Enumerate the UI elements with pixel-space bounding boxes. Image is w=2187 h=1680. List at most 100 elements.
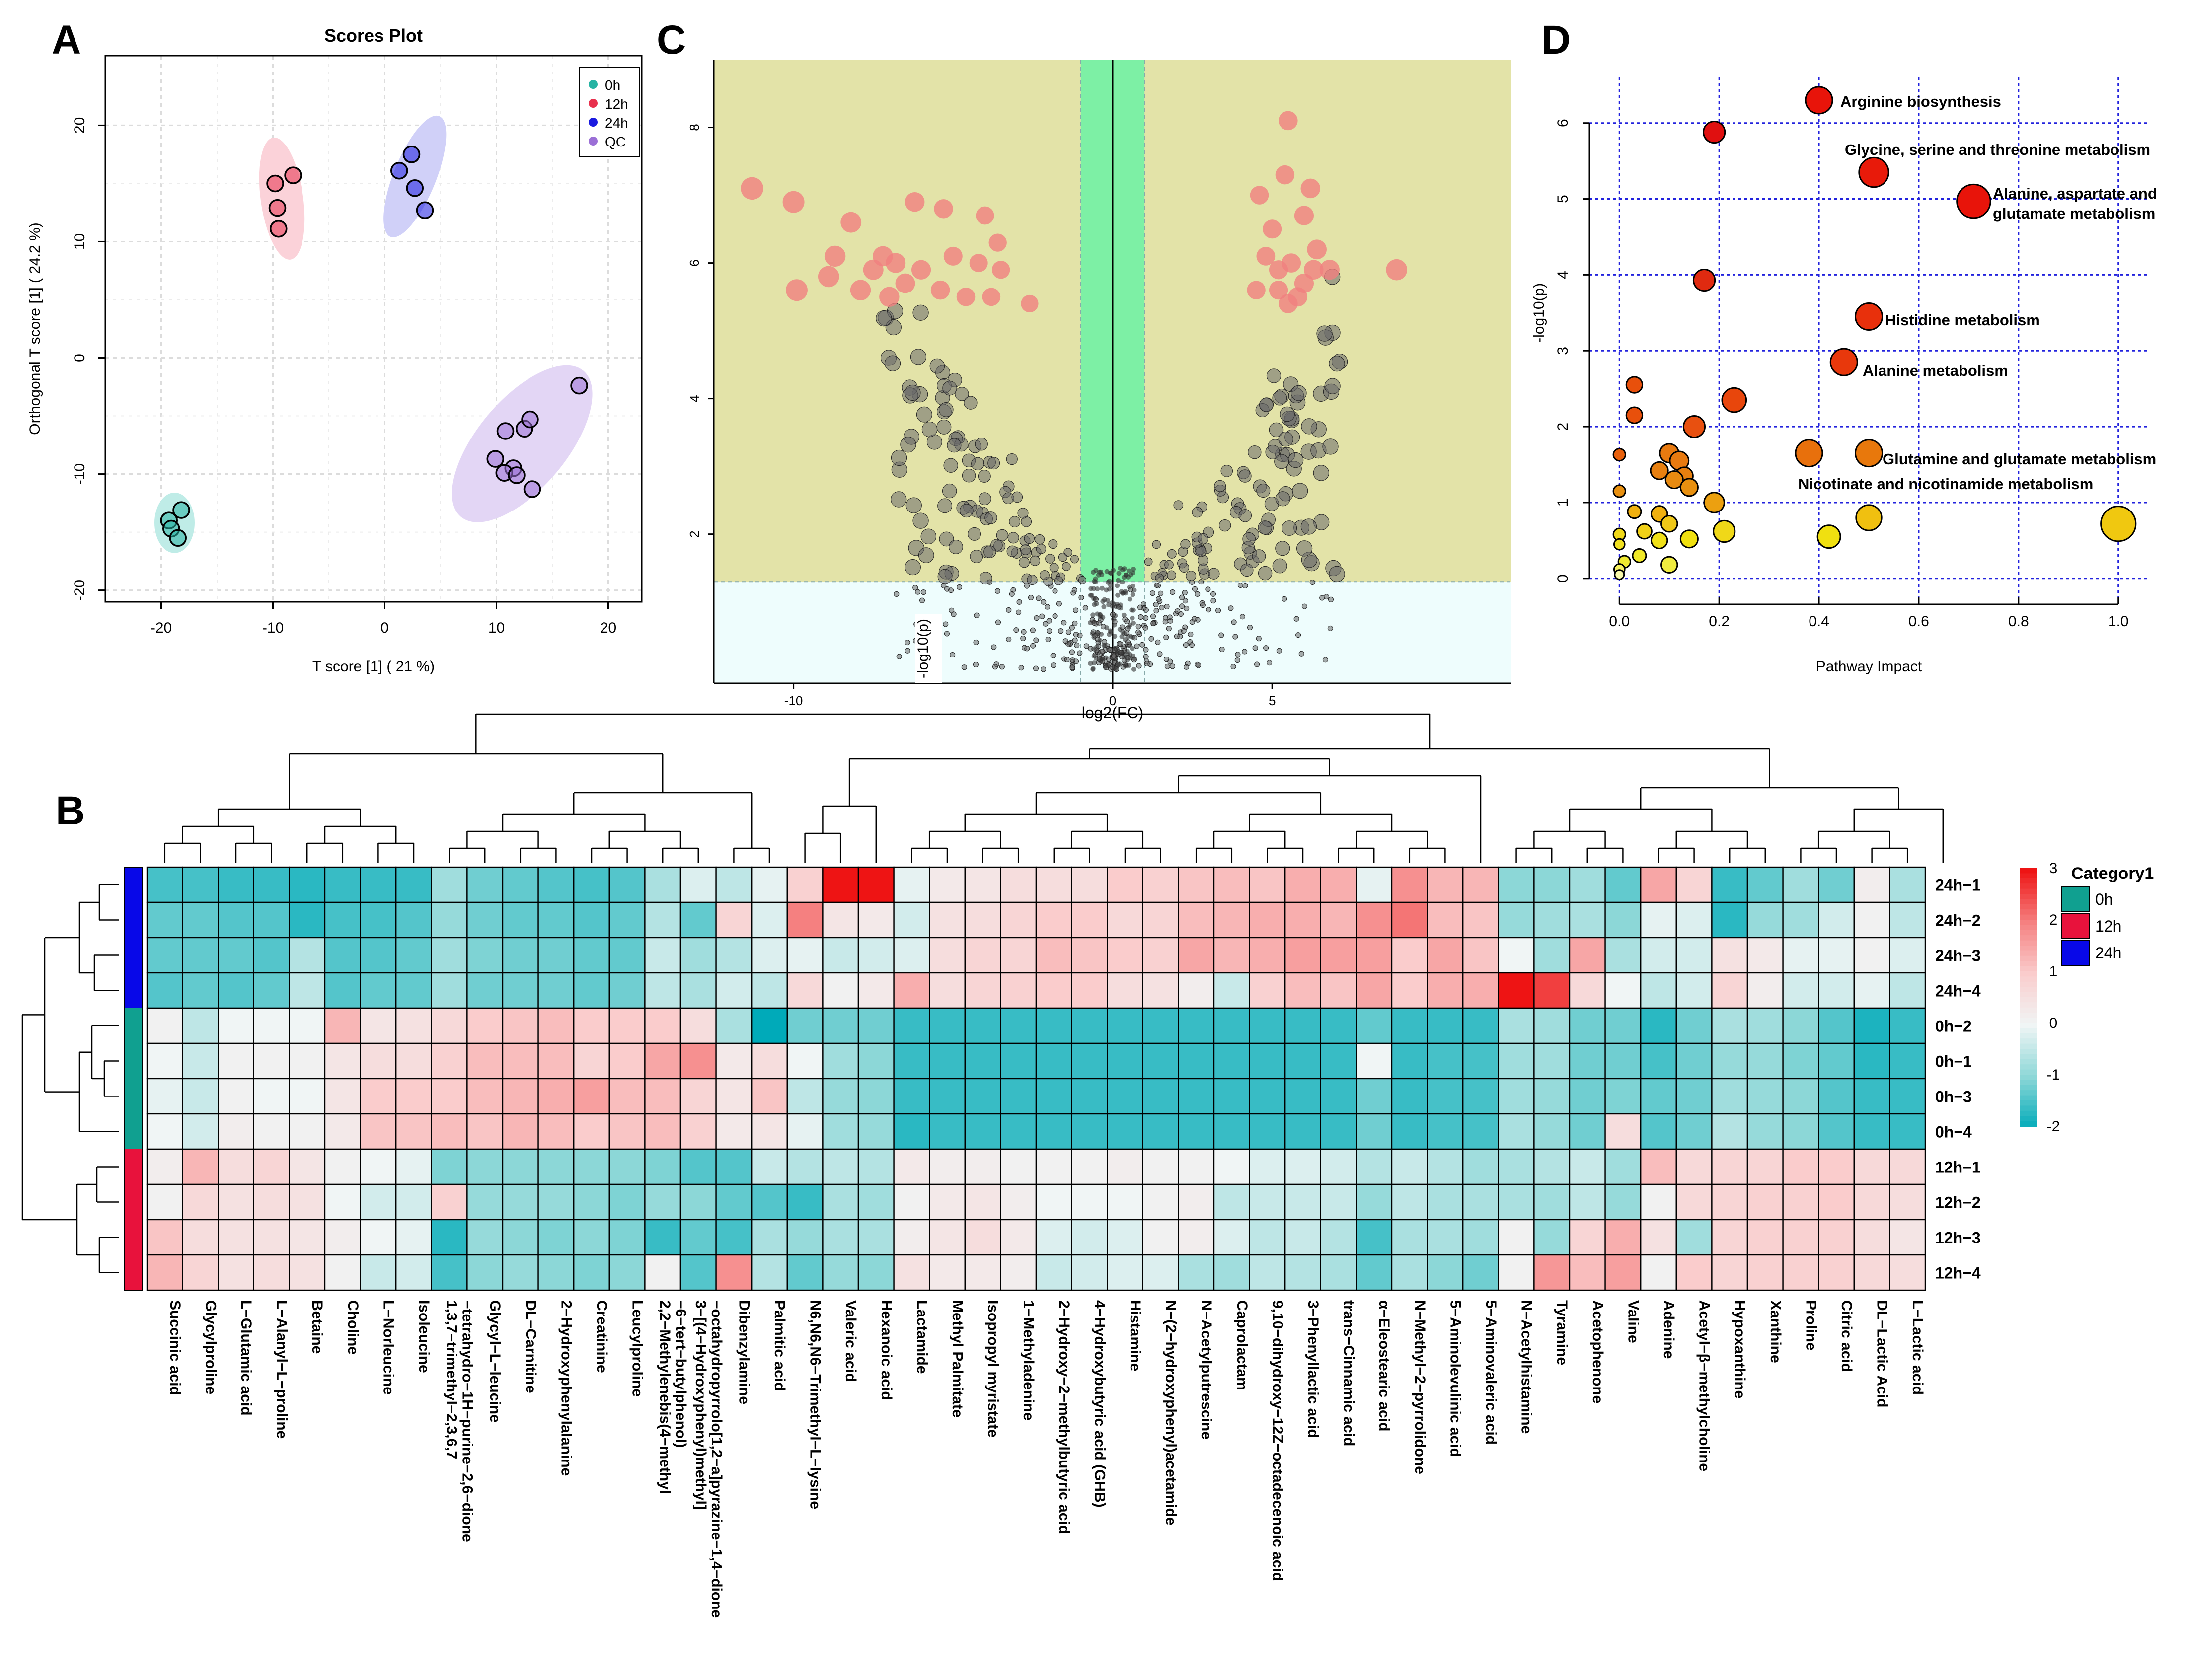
nonsig-point (1208, 568, 1220, 580)
nonsig-point (1130, 615, 1135, 621)
heatmap-cell (893, 937, 930, 974)
legend-marker (589, 118, 598, 127)
nonsig-point (1220, 465, 1233, 477)
color-scale-step (2020, 1069, 2037, 1075)
nonsig-point (1122, 655, 1127, 660)
heatmap-cell (644, 1042, 681, 1080)
chart-title: Scores Plot (324, 25, 423, 46)
pathway-bubble (1816, 524, 1841, 549)
nonsig-point (1118, 641, 1124, 647)
heatmap-cell (964, 901, 1001, 939)
heatmap-cell (431, 1078, 468, 1115)
nonsig-point (1115, 662, 1120, 668)
significant-point (1256, 247, 1276, 266)
nonsig-point (1214, 480, 1226, 492)
nonsig-point (905, 384, 921, 401)
heatmap-cell (1817, 866, 1855, 903)
heatmap-cell (964, 1254, 1001, 1291)
column-label: 2,2−Methylenebis(4−methyl (657, 1300, 673, 1494)
heatmap-cell (679, 1113, 717, 1150)
heatmap-cell (1533, 1007, 1571, 1044)
heatmap-cell (466, 1219, 504, 1256)
nonsig-point (1235, 652, 1241, 657)
point-24h (402, 146, 421, 163)
heatmap-cell (786, 937, 824, 974)
significant-point (824, 245, 846, 267)
nonsig-point (1136, 663, 1142, 669)
heatmap-cell (431, 1254, 468, 1291)
nonsig-point (1155, 639, 1161, 645)
x-tick-label: 10 (488, 620, 505, 636)
nonsig-point (1275, 491, 1290, 507)
heatmap-cell (1356, 1078, 1393, 1115)
heatmap-cell (324, 1007, 361, 1044)
nonsig-point (1298, 651, 1304, 657)
heatmap-cell (573, 1042, 610, 1080)
significant-point (988, 233, 1007, 252)
pathway-bubble (1660, 556, 1678, 574)
nonsig-point (1006, 607, 1012, 613)
heatmap-cell (182, 1148, 219, 1185)
nonsig-point (1121, 612, 1127, 618)
nonsig-point (942, 483, 957, 499)
heatmap-cell (644, 866, 681, 903)
nonsig-point (1184, 605, 1190, 611)
nonsig-point (1144, 557, 1153, 566)
column-label: trans−Cinnamic acid (1341, 1300, 1357, 1446)
nonsig-point (1324, 378, 1341, 394)
x-axis-label: log2(FC) (1082, 704, 1143, 722)
nonsig-point (1196, 662, 1202, 668)
heatmap-cell (964, 1148, 1001, 1185)
row-label: 24h−3 (1935, 947, 1981, 965)
x-tick-label: 0.4 (1809, 613, 1829, 630)
nonsig-point (1143, 615, 1149, 621)
column-label: Adenine (1660, 1300, 1677, 1359)
heatmap-cell (964, 1219, 1001, 1256)
nonsig-point (943, 621, 949, 627)
nonsig-point (964, 396, 978, 410)
column-label: Creatinine (594, 1300, 610, 1373)
heatmap-cell (857, 866, 895, 903)
legend-marker (589, 80, 598, 89)
heatmap-cell (1640, 1183, 1677, 1221)
heatmap-cell (608, 972, 646, 1009)
heatmap-cell (1142, 1113, 1179, 1150)
nonsig-point (1256, 483, 1271, 498)
nonsig-point (1006, 453, 1018, 465)
heatmap-cell (1356, 866, 1393, 903)
heatmap-cell (1746, 972, 1784, 1009)
panel-label-c: C (657, 17, 686, 63)
nonsig-point (978, 470, 991, 483)
heatmap-cell (1462, 1183, 1499, 1221)
heatmap-cell (146, 1148, 183, 1185)
heatmap-cell (1853, 1078, 1890, 1115)
heatmap-cell (537, 1219, 575, 1256)
heatmap-cell (822, 866, 859, 903)
nonsig-point (1166, 626, 1172, 632)
nonsig-point (1282, 520, 1297, 536)
color-scale-step (2020, 1110, 2037, 1117)
significant-point (879, 287, 900, 307)
heatmap-cell (1427, 1042, 1464, 1080)
heatmap-cell (1035, 937, 1072, 974)
nonsig-point (900, 437, 916, 453)
nonsig-point (960, 504, 974, 518)
heatmap-cell (1284, 1078, 1321, 1115)
color-scale-step (2020, 1038, 2037, 1044)
heatmap-cell (751, 972, 788, 1009)
heatmap-cell (928, 937, 966, 974)
scale-tick-label: 1 (2049, 963, 2058, 980)
heatmap-cell (502, 1113, 539, 1150)
nonsig-point (916, 406, 932, 423)
heatmap-cell (1071, 1148, 1108, 1185)
heatmap-cell (253, 866, 290, 903)
heatmap-cell (1817, 937, 1855, 974)
heatmap-cell (1249, 937, 1286, 974)
heatmap-cell (1178, 1007, 1215, 1044)
significant-point (782, 191, 805, 213)
nonsig-point (1090, 612, 1096, 618)
nonsig-point (973, 661, 979, 667)
heatmap-cell (324, 1254, 361, 1291)
heatmap-cell (822, 1042, 859, 1080)
heatmap-cell (218, 1042, 255, 1080)
